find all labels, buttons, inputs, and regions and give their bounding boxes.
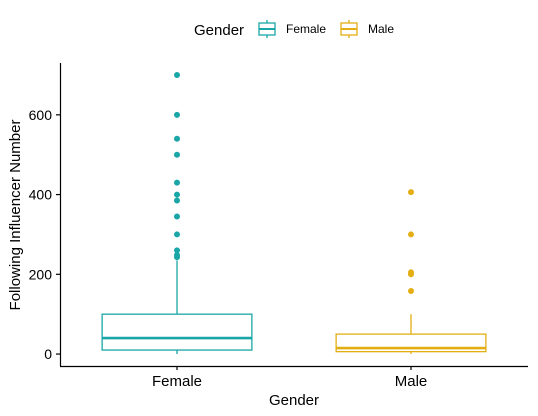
outlier-point (174, 247, 180, 254)
box-series (101, 71, 487, 355)
legend-title: Gender (194, 22, 244, 39)
outlier-point (408, 231, 414, 238)
legend-label-female: Female (286, 22, 326, 36)
outlier-point (408, 288, 414, 295)
box-male (335, 189, 487, 355)
outlier-point (408, 271, 414, 278)
outlier-point (174, 191, 180, 198)
legend-label-male: Male (368, 22, 394, 36)
outlier-point (174, 254, 180, 261)
legend: Gender Female Male (194, 20, 394, 39)
outlier-point (174, 179, 180, 186)
outlier-point (174, 71, 180, 78)
box-female (101, 71, 253, 355)
outlier-point (174, 151, 180, 158)
outlier-point (174, 111, 180, 118)
iqr-box (101, 313, 253, 351)
y-tick-label: 0 (44, 346, 52, 362)
outlier-point (174, 135, 180, 142)
outlier-point (174, 231, 180, 238)
x-tick-label: Female (152, 373, 202, 390)
y-axis-ticks: 0 200 400 600 (29, 107, 60, 362)
y-tick-label: 200 (29, 266, 53, 282)
outlier-point (408, 189, 414, 196)
y-axis-title: Following Influencer Number (7, 120, 24, 311)
legend-key-male (340, 20, 358, 38)
y-tick-label: 400 (29, 187, 53, 203)
outlier-point (174, 197, 180, 204)
outlier-point (174, 213, 180, 220)
y-tick-label: 600 (29, 107, 53, 123)
legend-key-female (258, 20, 276, 38)
x-tick-label: Male (395, 373, 428, 390)
x-axis-title: Gender (269, 392, 319, 409)
x-axis-ticks: Female Male (152, 366, 427, 390)
